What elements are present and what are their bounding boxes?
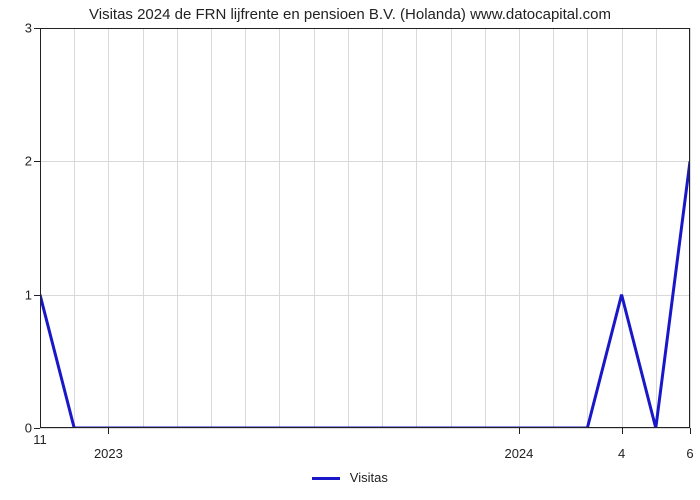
y-axis-tick-label: 2: [10, 154, 32, 169]
legend-label: Visitas: [350, 470, 388, 485]
chart-title: Visitas 2024 de FRN lijfrente en pensioe…: [0, 6, 700, 23]
legend-swatch: [312, 477, 340, 480]
x-axis-tick-label: 4: [618, 446, 625, 461]
y-axis-tick-label: 1: [10, 287, 32, 302]
y-axis-tick-label: 0: [10, 421, 32, 436]
series-line: [40, 161, 690, 428]
x-axis-tick-mark: [519, 428, 520, 434]
grid-line-vertical: [690, 28, 691, 428]
legend: Visitas: [0, 470, 700, 485]
x-axis-tick-mark: [108, 428, 109, 434]
x-axis-secondary-label: 11: [33, 432, 47, 447]
chart-container: Visitas 2024 de FRN lijfrente en pensioe…: [0, 0, 700, 500]
y-axis-tick-mark: [34, 428, 40, 429]
x-axis-tick-label: 6: [686, 446, 693, 461]
y-axis-tick-label: 3: [10, 21, 32, 36]
y-axis-tick-mark: [34, 161, 40, 162]
plot-area: [40, 28, 690, 428]
x-axis-tick-label: 2023: [94, 446, 123, 461]
y-axis-tick-mark: [34, 295, 40, 296]
x-axis-tick-mark: [690, 428, 691, 434]
x-axis-tick-mark: [622, 428, 623, 434]
grid-line-horizontal: [40, 428, 690, 429]
x-axis-tick-label: 2024: [504, 446, 533, 461]
line-series-svg: [40, 28, 690, 428]
y-axis-tick-mark: [34, 28, 40, 29]
